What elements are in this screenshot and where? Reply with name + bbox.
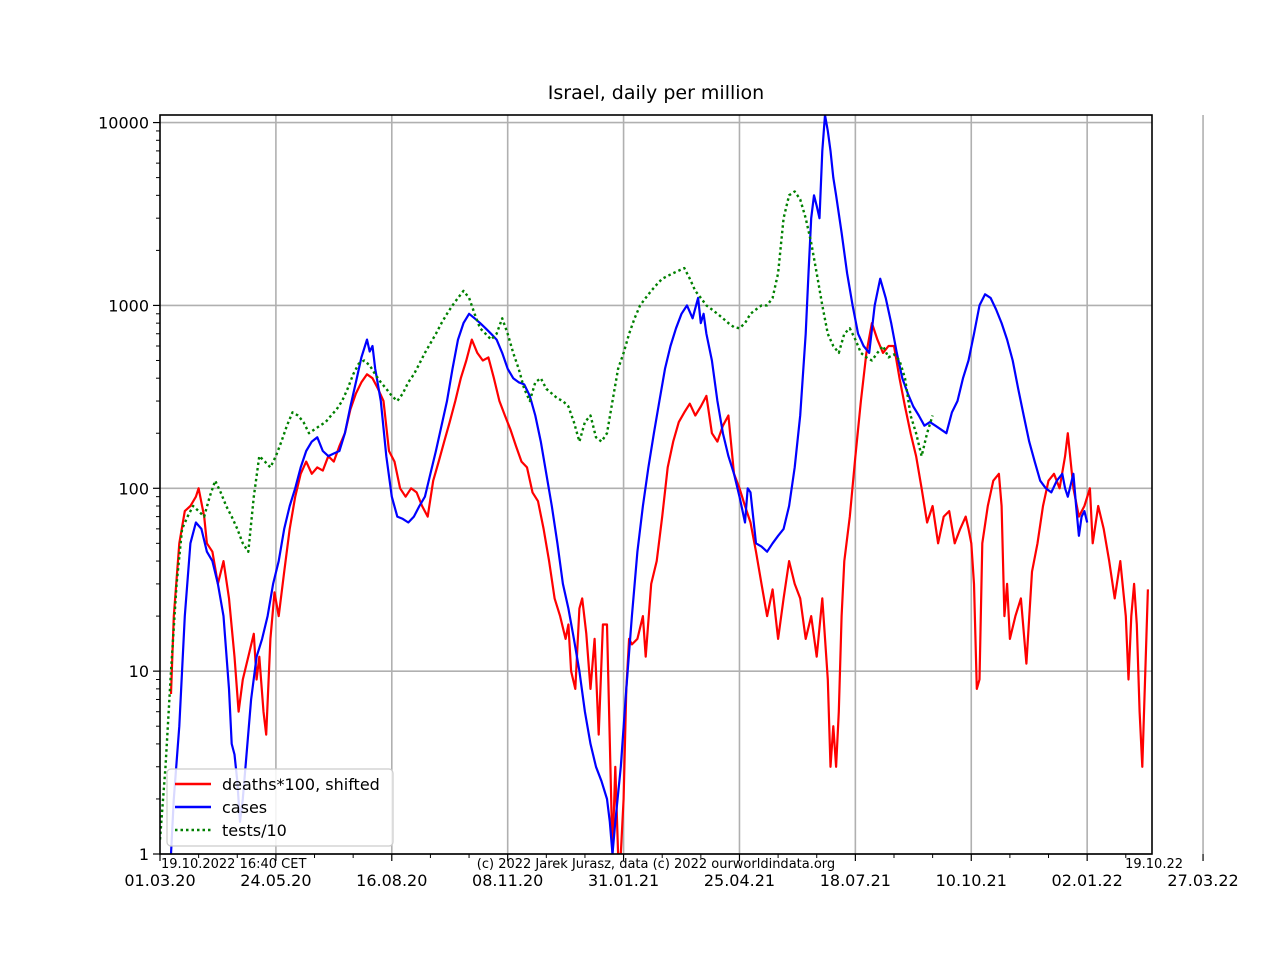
series-line-cases	[169, 115, 1089, 854]
legend: deaths*100, shifted cases tests/10	[166, 768, 394, 847]
y-tick-label: 1000	[108, 296, 149, 315]
x-tick-label: 25.04.21	[704, 871, 775, 890]
legend-entries: deaths*100, shifted cases tests/10	[175, 775, 380, 840]
axes: 1 10 100 1000 10000 01.03.20 24.05.20 16.08.20 0…	[98, 114, 1239, 890]
series-line-tests-10	[160, 190, 934, 840]
legend-label: tests/10	[222, 821, 287, 840]
legend-box	[166, 768, 394, 847]
y-tick-label: 1	[139, 845, 149, 864]
plot-frame	[159, 114, 1153, 855]
y-tick-label: 10000	[98, 114, 149, 133]
series-line-deaths-100-shifted	[169, 322, 1149, 854]
x-tick-label: 31.01.21	[588, 871, 659, 890]
y-tick-label: 100	[118, 479, 149, 498]
x-tick-label: 01.03.20	[124, 871, 195, 890]
legend-label: deaths*100, shifted	[222, 775, 380, 794]
x-tick-label: 02.01.22	[1052, 871, 1123, 890]
x-tick-label: 18.07.21	[820, 871, 891, 890]
x-tick-label: 27.03.22	[1167, 871, 1238, 890]
grid	[160, 115, 1204, 855]
series-layer	[160, 115, 1149, 854]
chart-title: Israel, daily per million	[548, 82, 764, 104]
x-tick-label: 08.11.20	[472, 871, 543, 890]
y-tick-label: 10	[129, 662, 149, 681]
x-tick-label: 24.05.20	[240, 871, 311, 890]
x-tick-label: 16.08.20	[356, 871, 427, 890]
legend-label: cases	[222, 798, 267, 817]
footer-date: 19.10.22	[1125, 857, 1183, 872]
footer-copyright: (c) 2022 Jarek Jurasz, data (c) 2022 our…	[477, 857, 835, 872]
x-tick-label: 10.10.21	[936, 871, 1007, 890]
footer-timestamp: 19.10.2022 16:40 CET	[161, 857, 306, 872]
